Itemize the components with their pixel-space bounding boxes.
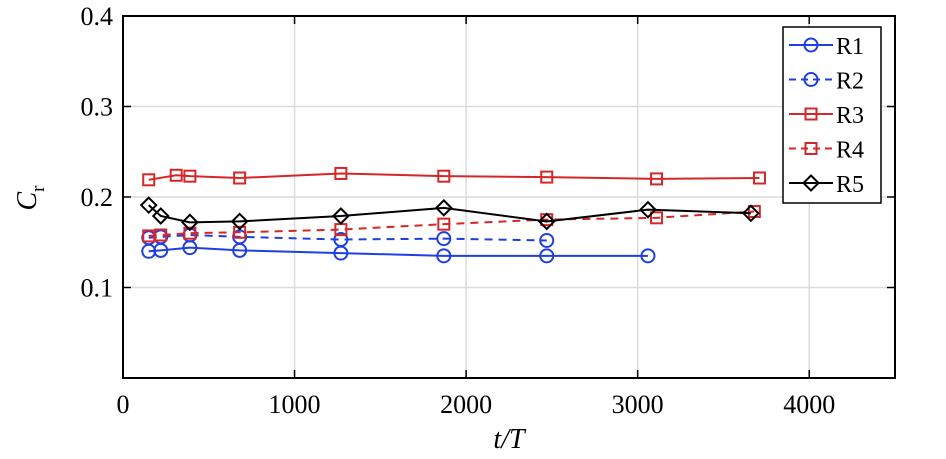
legend-label-r3: R3 — [836, 103, 864, 129]
series-line-r3 — [148, 172, 760, 181]
data-point-r1 — [640, 248, 656, 264]
legend-marker-r4 — [804, 142, 818, 155]
data-point-r2 — [539, 232, 555, 248]
legend-label-r5: R5 — [836, 172, 864, 198]
legend-label-r2: R2 — [836, 69, 864, 95]
y-tick-label: 0.3 — [81, 93, 114, 122]
data-point-r3 — [752, 171, 766, 185]
data-point-r5 — [180, 213, 199, 232]
data-point-r5 — [139, 196, 158, 215]
series-line-r1 — [148, 246, 648, 257]
y-axis-label: Cr — [12, 185, 49, 211]
data-point-r3 — [334, 166, 348, 180]
data-point-r3 — [540, 170, 554, 184]
legend-marker-r5 — [802, 174, 820, 192]
legend-item-r4: R4 — [789, 138, 864, 164]
data-point-r3 — [169, 168, 183, 182]
legend-item-r1: R1 — [789, 34, 864, 60]
data-point-r5 — [537, 212, 556, 231]
data-point-r1 — [539, 248, 555, 264]
series-r1 — [141, 240, 656, 264]
legend-marker-r2 — [803, 72, 819, 87]
x-tick-label: 3000 — [612, 390, 664, 419]
data-point-r5 — [331, 207, 350, 225]
legend-item-r3: R3 — [789, 103, 864, 129]
legend-label-r1: R1 — [836, 34, 864, 60]
data-point-r5 — [151, 207, 170, 225]
legend-label-r4: R4 — [836, 138, 864, 164]
legend-item-r5: R5 — [789, 172, 864, 198]
data-point-r5 — [434, 198, 453, 217]
legend: R1 R2 R3 R4 R5 — [782, 26, 882, 204]
series-line-r5 — [148, 204, 751, 224]
data-point-r4 — [650, 211, 664, 225]
data-point-r3 — [142, 173, 156, 187]
grid-lines — [123, 16, 895, 378]
y-axis-label-main: C — [12, 192, 43, 211]
x-tick-label: 0 — [117, 390, 130, 419]
data-point-r2 — [436, 231, 452, 247]
data-point-r2 — [333, 232, 349, 248]
series-r2 — [141, 227, 555, 248]
data-point-r5 — [741, 204, 760, 223]
data-point-r3 — [233, 171, 247, 185]
data-point-r4 — [183, 226, 197, 240]
series-r4 — [142, 204, 761, 243]
x-axis-label: t/T — [493, 424, 527, 455]
data-point-r3 — [650, 172, 664, 186]
y-tick-label: 0.4 — [81, 2, 114, 31]
legend-item-r2: R2 — [789, 69, 864, 95]
x-tick-label: 2000 — [440, 390, 492, 419]
series-line-r4 — [148, 210, 755, 237]
axis-ticks: 0 1000 2000 3000 4000 0.1 0.2 0.3 0.4 — [81, 2, 895, 419]
y-axis-label-subscript: r — [28, 185, 49, 192]
data-point-r4 — [154, 228, 168, 242]
y-tick-label: 0.1 — [81, 274, 114, 303]
legend-marker-r3 — [804, 107, 818, 121]
data-point-r5 — [230, 212, 249, 231]
x-tick-label: 1000 — [269, 390, 321, 419]
data-point-r3 — [183, 169, 197, 183]
data-point-r4 — [142, 229, 156, 243]
data-point-r4 — [233, 225, 247, 239]
series-layer — [139, 166, 766, 264]
data-point-r3 — [437, 169, 451, 183]
data-point-r5 — [639, 200, 657, 219]
series-r5 — [139, 196, 760, 232]
series-r3 — [142, 166, 766, 187]
legend-marker-r1 — [803, 37, 819, 53]
x-tick-label: 4000 — [783, 390, 835, 419]
data-point-r1 — [436, 248, 452, 264]
data-point-r4 — [437, 217, 451, 231]
y-tick-label: 0.2 — [81, 183, 114, 212]
